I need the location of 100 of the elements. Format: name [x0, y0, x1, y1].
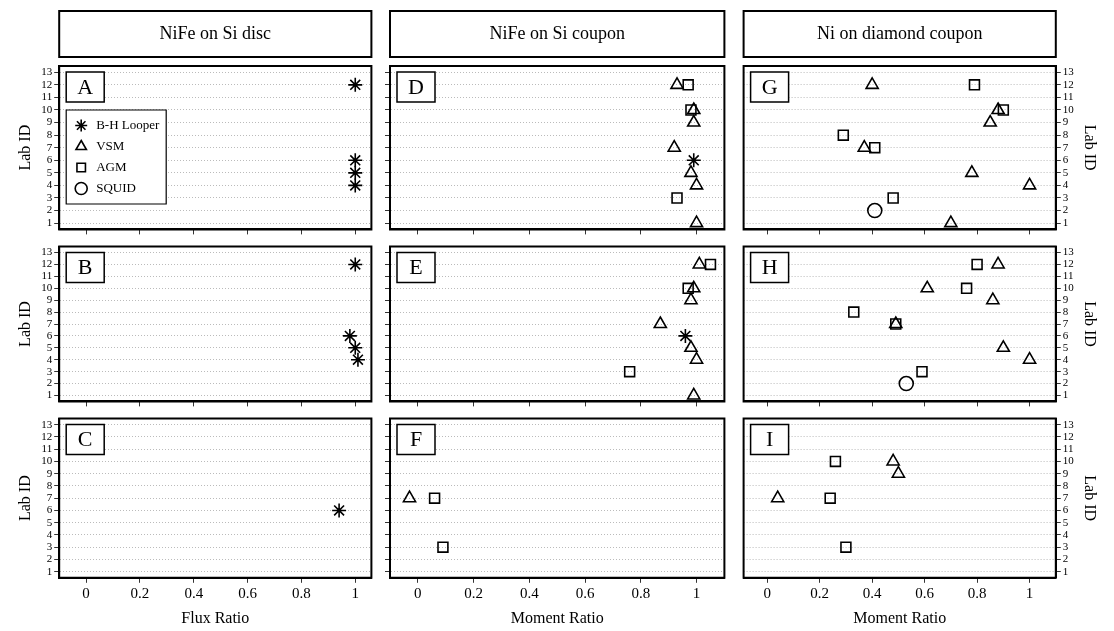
point [690, 351, 704, 365]
y-tick-label: 3 [46, 364, 53, 377]
point [996, 340, 1010, 353]
legend-label: SQUID [96, 179, 136, 195]
x-axis-title: Flux Ratio [181, 608, 250, 626]
y-tick-label: 1 [46, 216, 53, 229]
y-tick-label: 1 [1062, 216, 1068, 229]
annotation: F [410, 426, 423, 452]
point [687, 114, 701, 127]
y-tick-label: 5 [46, 165, 53, 178]
y-tick-label: 8 [1062, 128, 1069, 141]
y-tick-label: 6 [1062, 153, 1069, 166]
point [997, 104, 1009, 116]
y-tick-label: 2 [1062, 552, 1068, 565]
x-tick-label: 0.4 [862, 584, 882, 601]
x-tick-label: 0.4 [520, 584, 540, 601]
y-tick-label: 13 [41, 245, 53, 258]
y-tick-label: 9 [1062, 115, 1069, 128]
y-tick-label: 12 [1062, 257, 1074, 270]
y-tick-label: 9 [46, 115, 53, 128]
point [868, 141, 881, 154]
y-tick-label: 3 [1062, 364, 1069, 377]
y-axis-title: Lab ID [1081, 124, 1099, 171]
y-tick-label: 6 [46, 153, 53, 166]
y-tick-label: 6 [46, 328, 53, 341]
y-tick-label: 3 [46, 190, 53, 203]
y-tick-label: 4 [46, 352, 53, 365]
point [667, 139, 682, 152]
y-tick-label: 5 [1062, 515, 1069, 528]
x-tick-label: 0.2 [464, 584, 484, 601]
x-tick-label: 0 [763, 584, 771, 601]
y-tick-label: 13 [1062, 417, 1074, 430]
y-tick-label: 13 [1062, 65, 1074, 78]
point [857, 139, 871, 152]
x-tick-label: 0 [414, 584, 422, 601]
annotation: H [761, 254, 778, 280]
y-axis-title: Lab ID [15, 301, 33, 347]
y-tick-label: 12 [1062, 429, 1074, 442]
y-tick-label: 10 [41, 454, 53, 467]
point [887, 192, 899, 204]
y-tick-label: 5 [46, 340, 53, 353]
y-tick-label: 9 [1062, 466, 1069, 479]
point [684, 340, 699, 353]
legend-label: B-H Looper [96, 116, 161, 132]
y-tick-label: 3 [1062, 190, 1069, 203]
y-tick-label: 9 [46, 293, 53, 306]
y-tick-label: 10 [41, 102, 53, 115]
x-tick-label: 0.2 [809, 584, 829, 601]
y-tick-label: 2 [1062, 376, 1068, 389]
point [1022, 177, 1037, 190]
point [920, 280, 934, 293]
y-tick-label: 2 [46, 203, 53, 216]
point [692, 256, 707, 269]
x-tick-label: 1 [351, 584, 359, 601]
point [690, 215, 704, 228]
point [347, 256, 364, 273]
point [990, 102, 1005, 115]
y-tick-label: 11 [1062, 269, 1074, 282]
annotation: A [77, 73, 94, 99]
y-tick-label: 10 [1062, 454, 1074, 467]
legend-label: AGM [96, 158, 127, 174]
point [671, 192, 684, 204]
annotation: D [408, 73, 425, 99]
y-tick-label: 2 [46, 552, 53, 565]
point [624, 365, 636, 378]
y-tick-label: 8 [46, 128, 53, 141]
point [677, 328, 694, 344]
y-tick-label: 5 [1062, 165, 1069, 178]
y-tick-label: 5 [1062, 340, 1069, 353]
point [847, 306, 860, 318]
point [891, 465, 905, 479]
y-tick-label: 7 [1062, 316, 1069, 329]
point [705, 258, 717, 271]
annotation: G [761, 73, 778, 99]
point [839, 541, 852, 553]
x-axis-title: Moment Ratio [511, 608, 604, 626]
y-tick-label: 7 [46, 316, 53, 329]
x-tick-label: 0 [82, 584, 90, 601]
y-tick-label: 4 [1062, 352, 1069, 365]
y-tick-label: 7 [1062, 140, 1069, 153]
y-tick-label: 4 [46, 178, 53, 191]
point [837, 129, 849, 141]
point [898, 375, 914, 392]
y-tick-label: 6 [46, 503, 53, 516]
point [350, 351, 366, 368]
y-tick-label: 11 [1062, 442, 1074, 455]
point [866, 202, 883, 219]
y-tick-label: 4 [1062, 527, 1069, 540]
point [1022, 351, 1037, 365]
y-tick-label: 7 [1062, 491, 1069, 504]
point [347, 165, 364, 181]
point [968, 79, 980, 91]
x-tick-label: 0.6 [914, 584, 935, 601]
point [885, 453, 900, 466]
point [964, 165, 979, 178]
y-axis-title: Lab ID [1081, 475, 1099, 522]
x-tick-label: 0.8 [967, 584, 987, 601]
y-tick-label: 2 [46, 376, 53, 389]
chart-title: NiFe on Si coupon [489, 22, 626, 43]
point [347, 77, 364, 93]
